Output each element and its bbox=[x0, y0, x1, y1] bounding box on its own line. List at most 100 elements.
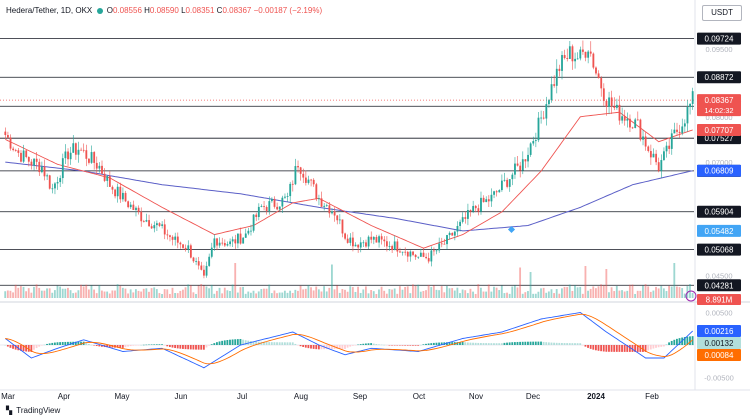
volume-bar bbox=[513, 285, 516, 298]
macd-hist-bar bbox=[19, 345, 22, 351]
macd-hist-bar bbox=[670, 340, 673, 345]
volume-bar bbox=[9, 290, 12, 298]
candle-body bbox=[574, 58, 576, 62]
macd-hist-bar bbox=[657, 345, 660, 348]
macd-hist-bar bbox=[383, 344, 386, 346]
level-tag-bg bbox=[697, 205, 741, 218]
macd-hist-bar bbox=[359, 344, 362, 345]
candle-body bbox=[127, 201, 130, 208]
macd-hist-bar bbox=[456, 342, 459, 345]
candle-body bbox=[56, 182, 59, 184]
volume-bar bbox=[443, 292, 446, 298]
volume-bar bbox=[516, 287, 519, 298]
macd-hist-bar bbox=[268, 342, 271, 345]
macd-hist-bar bbox=[561, 342, 563, 345]
macd-hist-bar bbox=[534, 341, 537, 345]
currency-button[interactable]: USDT bbox=[702, 5, 742, 21]
macd-hist-bar bbox=[545, 342, 548, 345]
candle-body bbox=[451, 232, 454, 236]
macd-hist-bar bbox=[163, 345, 166, 346]
volume-bar bbox=[587, 290, 589, 298]
macd-hist-bar bbox=[417, 345, 420, 346]
macd-hist-bar bbox=[621, 345, 623, 352]
volume-bar bbox=[69, 290, 72, 298]
candle-body bbox=[221, 242, 224, 244]
volume-bar bbox=[323, 286, 325, 298]
candle-body bbox=[114, 189, 116, 197]
volume-bar bbox=[333, 289, 336, 298]
volume-bar bbox=[555, 289, 558, 298]
volume-bar bbox=[542, 287, 545, 298]
candle-body bbox=[263, 206, 265, 208]
volume-bar bbox=[294, 289, 297, 298]
macd-hist-bar bbox=[289, 342, 292, 345]
volume-bar bbox=[592, 286, 595, 298]
candle-body bbox=[498, 190, 501, 193]
low-label: L bbox=[181, 6, 186, 15]
time-axis-tick: Apr bbox=[58, 392, 71, 401]
volume-bar bbox=[40, 290, 43, 298]
candle-body bbox=[414, 254, 417, 258]
macd-hist-bar bbox=[244, 340, 247, 345]
volume-bar bbox=[563, 286, 566, 298]
candle-body bbox=[17, 150, 20, 153]
candle-body bbox=[260, 206, 263, 207]
candle-body bbox=[430, 250, 433, 262]
macd-hist-bar bbox=[652, 345, 655, 349]
volume-bar bbox=[558, 293, 561, 298]
candle-body bbox=[108, 176, 111, 187]
candle-body bbox=[464, 217, 467, 219]
volume-bar bbox=[359, 292, 362, 298]
volume-bar bbox=[168, 293, 171, 298]
candle-body bbox=[22, 150, 25, 162]
volume-bar bbox=[357, 286, 359, 298]
candle-body bbox=[542, 117, 545, 119]
macd-hist-bar bbox=[234, 339, 237, 345]
volume-bar bbox=[252, 290, 255, 298]
volume-bar bbox=[25, 291, 28, 298]
candle-body bbox=[629, 118, 631, 128]
candle-body bbox=[626, 118, 629, 121]
level-tag-bg bbox=[697, 243, 741, 256]
candle-body bbox=[95, 162, 98, 169]
macd-hist-bar bbox=[623, 345, 626, 352]
candle-body bbox=[174, 236, 177, 240]
pair-label: Hedera/Tether, 1D, OKX bbox=[6, 6, 93, 15]
macd-hist-bar bbox=[349, 345, 352, 347]
candle-body bbox=[54, 183, 56, 189]
volume-bar bbox=[354, 291, 357, 298]
macd-hist-bar bbox=[93, 345, 95, 346]
macd-hist-bar bbox=[221, 340, 224, 345]
candle-body bbox=[482, 197, 485, 203]
volume-bar bbox=[485, 291, 488, 298]
macd-hist-bar bbox=[213, 343, 216, 345]
candle-body bbox=[508, 179, 511, 187]
candle-body bbox=[660, 160, 663, 171]
macd-hist-bar bbox=[270, 342, 273, 345]
brand-footer[interactable]: ▚ TradingView bbox=[6, 406, 60, 415]
volume-bar bbox=[662, 288, 665, 298]
macd-hist-bar bbox=[540, 341, 542, 345]
macd-hist-bar bbox=[579, 343, 582, 345]
macd-hist-bar bbox=[111, 345, 114, 348]
level-tag-bg bbox=[697, 279, 741, 292]
brand-label: TradingView bbox=[16, 406, 61, 415]
candle-body bbox=[289, 183, 292, 197]
change-value: −0.00187 (−2.19%) bbox=[253, 6, 323, 15]
macd-hist-bar bbox=[53, 342, 56, 345]
low-value: 0.08351 bbox=[185, 6, 215, 15]
candle-body bbox=[691, 91, 694, 104]
volume-bar bbox=[310, 287, 312, 298]
volume-bar bbox=[425, 290, 427, 298]
macd-hist-bar bbox=[273, 342, 276, 345]
candle-body bbox=[427, 258, 430, 262]
volume-bar bbox=[176, 293, 179, 298]
candle-body bbox=[634, 119, 637, 128]
candle-body bbox=[532, 141, 535, 144]
volume-bar bbox=[375, 293, 378, 298]
candle-body bbox=[647, 146, 650, 152]
volume-bar bbox=[150, 288, 153, 298]
volume-bar bbox=[93, 289, 95, 298]
volume-bar bbox=[631, 284, 634, 298]
